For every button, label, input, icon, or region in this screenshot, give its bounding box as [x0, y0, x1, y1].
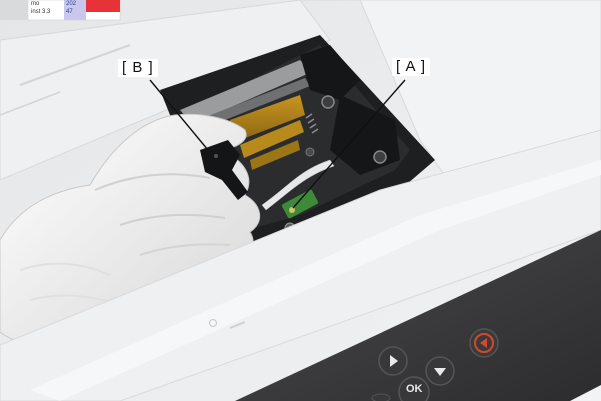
leader-b	[149, 79, 209, 151]
ok-button	[398, 376, 430, 401]
callout-a: [ A ]	[392, 58, 431, 76]
leader-a	[292, 79, 406, 209]
label-text-2: inst 3.3	[31, 9, 51, 15]
ribbon-cable	[230, 95, 305, 142]
label-code-1: 202	[66, 1, 77, 7]
label-code-2: 47	[66, 9, 73, 15]
label-text-1: mo	[31, 1, 40, 7]
part-b	[200, 140, 248, 200]
control-panel	[235, 230, 601, 401]
play-down-icon	[434, 368, 446, 376]
spring	[305, 113, 319, 134]
right-button	[378, 346, 408, 376]
screw-2	[373, 150, 387, 164]
ok-label: OK	[406, 383, 423, 395]
callout-b: [ B ]	[118, 59, 158, 77]
down-button	[425, 356, 455, 386]
stop-button	[469, 328, 499, 358]
play-right-icon	[390, 355, 398, 367]
stop-icon	[480, 338, 487, 348]
screw-1	[321, 95, 335, 109]
